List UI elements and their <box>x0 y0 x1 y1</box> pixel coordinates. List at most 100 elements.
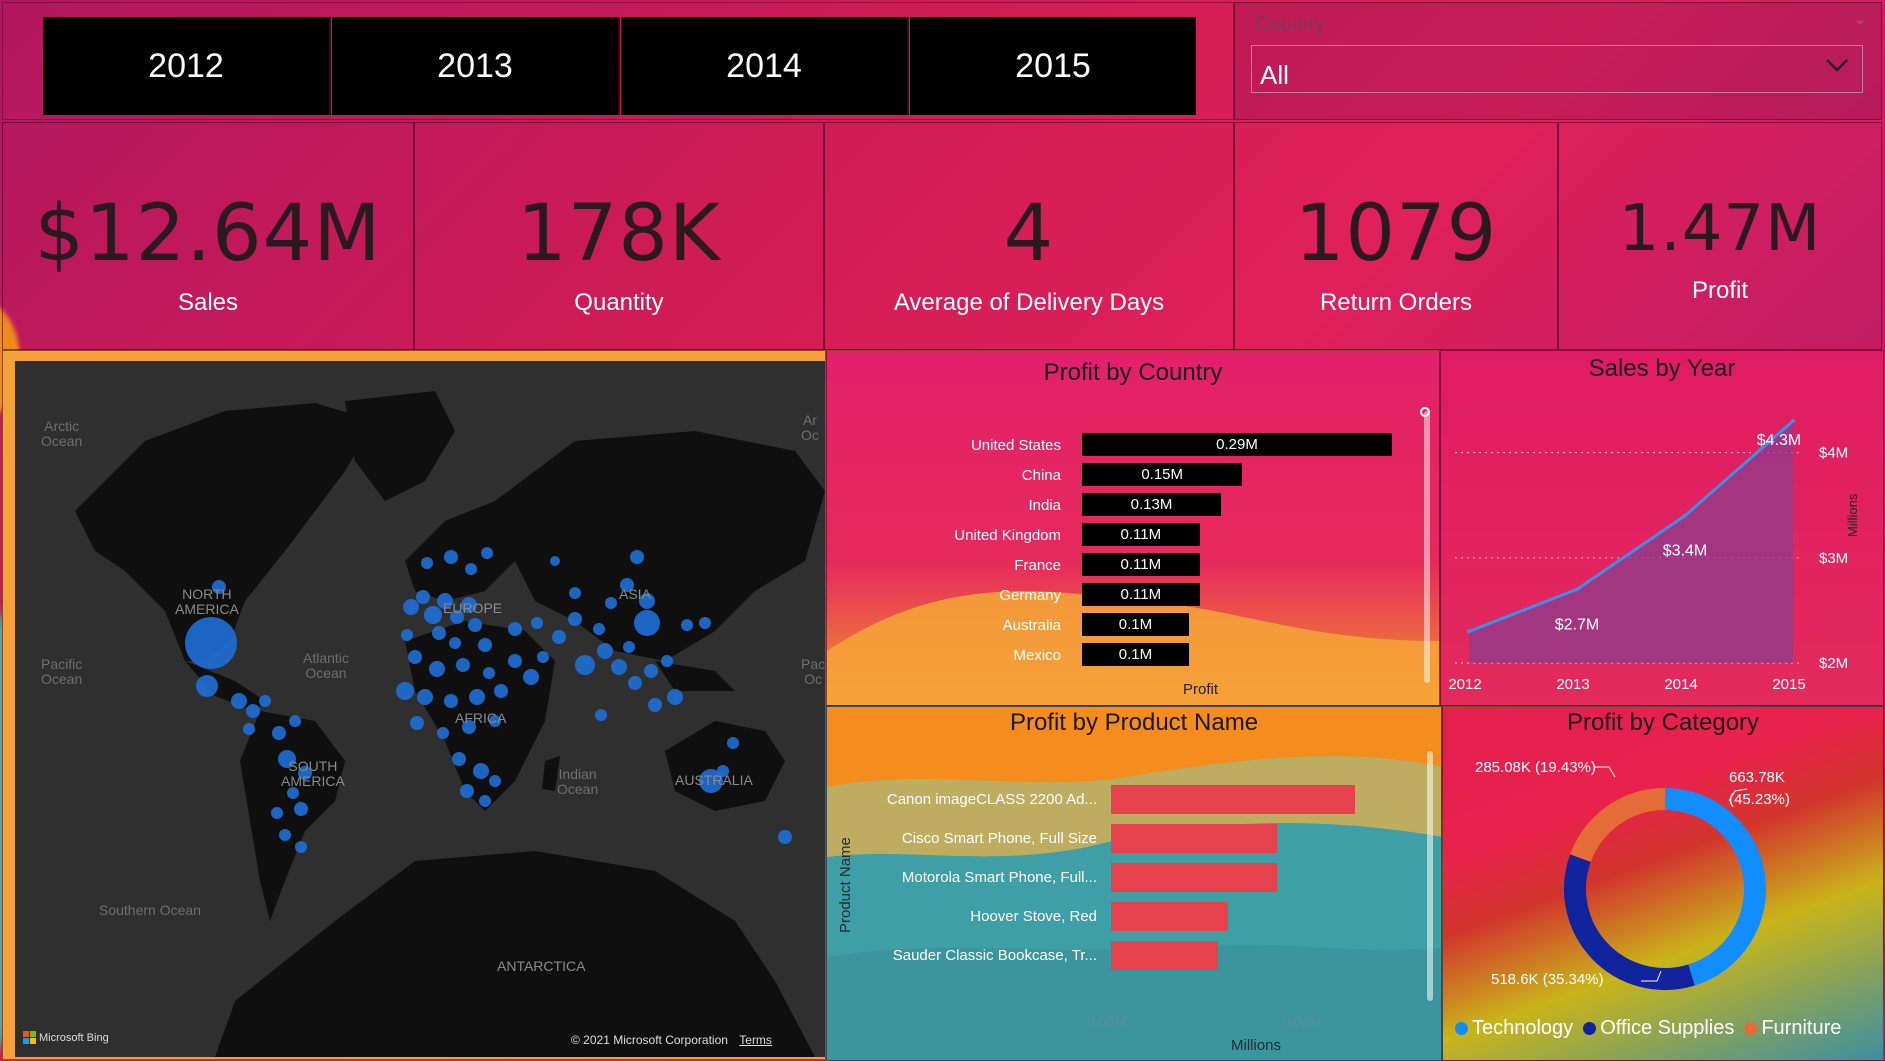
country-bar-germany[interactable]: 0.11M <box>1082 583 1200 606</box>
product-bar-motorola-smart-phone-full[interactable] <box>1111 863 1277 892</box>
product-label-sauder-classic-bookcase-tr: Sauder Classic Bookcase, Tr... <box>892 947 1097 964</box>
sales-by-year-chart[interactable]: $4M $3M $2M 2012 2013 $2.7M 2014 $3.4M 2015 $4.3M <box>1441 351 1884 706</box>
legend-label: Technology <box>1472 1017 1574 1039</box>
country-bar-united-states[interactable]: 0.29M <box>1082 433 1392 456</box>
collapse-chevron-icon[interactable]: ⌄ <box>1853 11 1867 28</box>
profit-by-product-panel: Profit by Product Name Product Name Cano… <box>826 706 1442 1061</box>
map-label-north-america: NORTH AMERICA <box>175 586 239 617</box>
year-slicer-panel: 2012 2013 2014 2015 <box>2 2 1234 120</box>
country-label-india: India <box>1028 497 1061 514</box>
country-bar-united-kingdom[interactable]: 0.11M <box>1082 523 1200 546</box>
sales-data-label-2013: $2.7M <box>1555 616 1599 633</box>
country-bar-mexico[interactable]: 0.1M <box>1082 643 1189 666</box>
country-bar-value: 0.11M <box>1120 526 1162 543</box>
legend-item-furniture[interactable]: Furniture <box>1744 1017 1841 1040</box>
country-dropdown[interactable]: All <box>1251 45 1863 93</box>
country-bar-china[interactable]: 0.15M <box>1082 463 1243 486</box>
kpi-sales-card: $12.64M Sales <box>2 122 414 350</box>
profit-country-scrollbar[interactable] <box>1424 411 1430 683</box>
legend-item-technology[interactable]: Technology <box>1455 1017 1573 1040</box>
donut-slice-office-supplies[interactable] <box>1564 854 1695 990</box>
map-visual[interactable]: Arctic Ocean NORTH AMERICA Pacific Ocean… <box>15 361 825 1057</box>
map-label-europe: EUROPE <box>443 600 503 616</box>
profit-by-product-title: Profit by Product Name <box>1009 709 1259 736</box>
sales-y-tick: $2M <box>1819 655 1848 672</box>
copyright-text: © 2021 Microsoft Corporation <box>571 1033 728 1047</box>
country-bar-value: 0.29M <box>1216 436 1258 453</box>
map-label-arctic-right: Ar Oc <box>801 412 819 443</box>
map-label-asia: ASIA <box>619 586 651 602</box>
profit-by-category-panel: Profit by Category 285.08K (19.43%) 663.… <box>1442 706 1884 1061</box>
sales-line[interactable] <box>1468 419 1794 633</box>
kpi-quantity-card: 178K Quantity <box>414 122 824 350</box>
country-label-mexico: Mexico <box>1013 647 1061 664</box>
legend-dot-icon <box>1455 1022 1468 1035</box>
country-slicer-label: Country <box>1255 13 1326 35</box>
donut-label-office-supplies: 518.6K (35.34%) <box>1491 971 1604 988</box>
category-donut-chart[interactable] <box>1443 707 1884 1061</box>
product-scrollbar[interactable] <box>1427 751 1433 1001</box>
legend-item-office-supplies[interactable]: Office Supplies <box>1583 1017 1734 1040</box>
year-2012-button[interactable]: 2012 <box>43 17 331 115</box>
bing-logo: Microsoft Bing <box>23 1031 109 1044</box>
profit-by-category-title: Profit by Category <box>1566 709 1760 736</box>
product-bar-cisco-smart-phone-full-size[interactable] <box>1111 824 1277 853</box>
leader-line-furniture <box>1595 766 1616 778</box>
country-slicer-panel: Country ⌄ All <box>1234 2 1882 120</box>
year-2014-button[interactable]: 2014 <box>621 17 909 115</box>
profit-by-country-title: Profit by Country <box>1043 359 1223 386</box>
sales-point-2014[interactable] <box>1683 513 1687 518</box>
kpi-profit-label: Profit <box>1691 277 1748 304</box>
sales-x-tick-2014: 2014 <box>1664 676 1697 693</box>
product-bar-sauder-classic-bookcase-tr[interactable] <box>1111 941 1219 970</box>
sales-point-2012[interactable] <box>1467 629 1471 634</box>
kpi-return-orders-value: 1079 <box>1294 189 1498 279</box>
map-label-indian: Indian Ocean <box>557 766 599 797</box>
chevron-down-icon <box>1822 50 1852 85</box>
country-dropdown-value: All <box>1260 60 1289 90</box>
legend-dot-icon <box>1744 1022 1758 1035</box>
kpi-return-orders-label: Return Orders <box>1319 289 1473 316</box>
scroll-handle-icon[interactable] <box>1420 407 1430 417</box>
map-label-pacific-right: Pac Oc <box>801 656 825 687</box>
map-label-australia: AUSTRALIA <box>675 772 753 788</box>
map-label-antarctica: ANTARCTICA <box>497 958 586 974</box>
product-bar-canon-imageclass-2200-ad[interactable] <box>1111 785 1355 814</box>
country-bar-value: 0.1M <box>1118 646 1153 663</box>
year-2013-button[interactable]: 2013 <box>332 17 620 115</box>
country-bar-india[interactable]: 0.13M <box>1082 493 1221 516</box>
donut-slice-furniture[interactable] <box>1570 788 1666 863</box>
country-bar-australia[interactable]: 0.1M <box>1082 613 1189 636</box>
bing-text: Microsoft Bing <box>39 1031 109 1044</box>
product-x-axis-title: Millions <box>1231 1037 1282 1054</box>
sales-point-2013[interactable] <box>1575 587 1579 592</box>
kpi-profit-card: 1.47M Profit <box>1558 122 1882 350</box>
country-label-germany: Germany <box>999 587 1061 604</box>
kpi-profit-value: 1.47M <box>1618 192 1822 266</box>
year-2015-button[interactable]: 2015 <box>910 17 1196 115</box>
world-map <box>75 391 825 1057</box>
sales-area <box>1469 421 1793 663</box>
sales-by-year-panel: Sales by Year $4M $3M $2M 2012 2013 $2.7M 2014… <box>1440 350 1884 706</box>
terms-link[interactable]: Terms <box>739 1033 772 1047</box>
country-bar-value: 0.15M <box>1141 466 1184 483</box>
map-label-south-america: SOUTH AMERICA <box>281 758 345 789</box>
country-bar-france[interactable]: 0.11M <box>1082 553 1200 576</box>
legend-dot-icon <box>1583 1022 1597 1035</box>
country-label-united-states: United States <box>970 437 1061 454</box>
country-label-australia: Australia <box>1002 617 1061 634</box>
product-y-axis-title: Product Name <box>837 837 854 933</box>
kpi-delivery-days-value: 4 <box>1003 189 1055 279</box>
legend-label: Office Supplies <box>1600 1017 1735 1039</box>
donut-slice-technology[interactable] <box>1664 788 1766 986</box>
kpi-quantity-label: Quantity <box>574 289 664 316</box>
map-label-arctic: Arctic Ocean <box>41 418 83 449</box>
kpi-return-orders-card: 1079 Return Orders <box>1234 122 1558 350</box>
sales-x-tick-2013: 2013 <box>1556 676 1589 693</box>
product-bar-hoover-stove-red[interactable] <box>1111 902 1229 931</box>
sales-point-2015[interactable] <box>1791 419 1795 423</box>
country-bar-value: 0.1M <box>1118 616 1153 633</box>
country-bar-value: 0.11M <box>1120 586 1162 603</box>
product-label-cisco-smart-phone-full-size: Cisco Smart Phone, Full Size <box>901 830 1097 847</box>
